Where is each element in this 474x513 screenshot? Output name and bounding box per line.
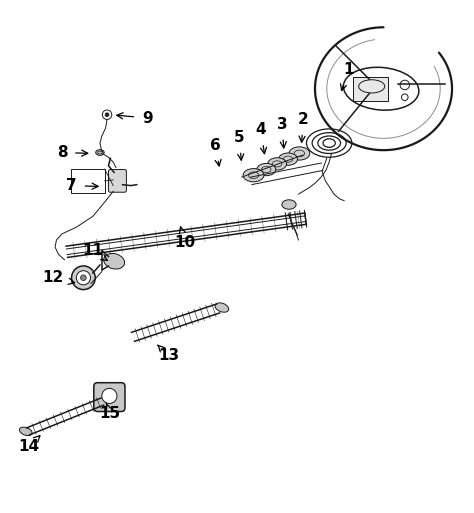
Text: 3: 3 bbox=[277, 116, 287, 148]
Circle shape bbox=[105, 113, 109, 116]
Circle shape bbox=[76, 271, 91, 285]
Ellipse shape bbox=[19, 427, 32, 436]
Ellipse shape bbox=[215, 303, 228, 312]
Text: 10: 10 bbox=[174, 227, 196, 250]
Ellipse shape bbox=[257, 164, 276, 175]
FancyBboxPatch shape bbox=[109, 169, 127, 192]
FancyBboxPatch shape bbox=[94, 383, 125, 411]
Text: 4: 4 bbox=[255, 122, 266, 154]
Ellipse shape bbox=[282, 200, 296, 209]
Bar bbox=[71, 169, 105, 193]
Ellipse shape bbox=[104, 253, 125, 269]
Text: 13: 13 bbox=[158, 345, 179, 363]
Text: 15: 15 bbox=[100, 403, 121, 421]
Circle shape bbox=[81, 275, 86, 281]
Text: 8: 8 bbox=[57, 145, 88, 160]
Text: 5: 5 bbox=[234, 130, 245, 160]
Text: 11: 11 bbox=[82, 243, 107, 261]
Ellipse shape bbox=[268, 157, 287, 170]
Text: 12: 12 bbox=[42, 270, 75, 285]
Bar bbox=[353, 77, 388, 101]
Text: 7: 7 bbox=[66, 178, 98, 193]
Circle shape bbox=[72, 266, 95, 289]
Ellipse shape bbox=[96, 150, 104, 155]
Circle shape bbox=[102, 388, 117, 404]
Circle shape bbox=[102, 110, 112, 120]
Text: 6: 6 bbox=[210, 138, 221, 166]
Text: 14: 14 bbox=[18, 436, 40, 454]
Text: 9: 9 bbox=[117, 110, 153, 126]
Ellipse shape bbox=[289, 147, 310, 160]
Text: 2: 2 bbox=[298, 112, 309, 142]
Ellipse shape bbox=[243, 169, 264, 182]
Ellipse shape bbox=[279, 153, 298, 165]
Text: 1: 1 bbox=[340, 62, 353, 90]
